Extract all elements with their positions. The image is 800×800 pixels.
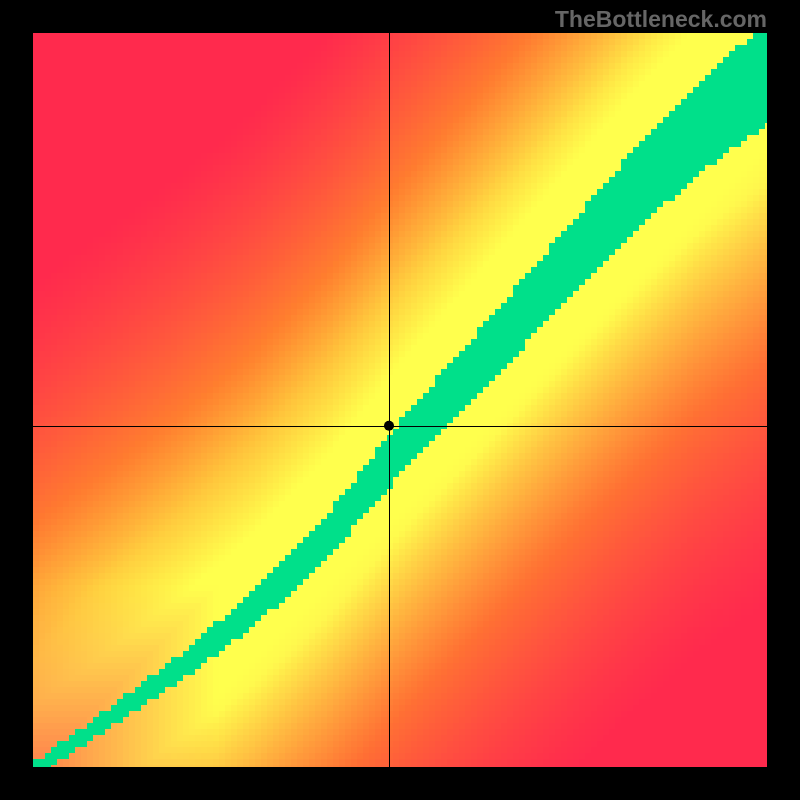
watermark-text: TheBottleneck.com <box>555 6 767 33</box>
bottleneck-heatmap <box>0 0 800 800</box>
chart-container: TheBottleneck.com <box>0 0 800 800</box>
